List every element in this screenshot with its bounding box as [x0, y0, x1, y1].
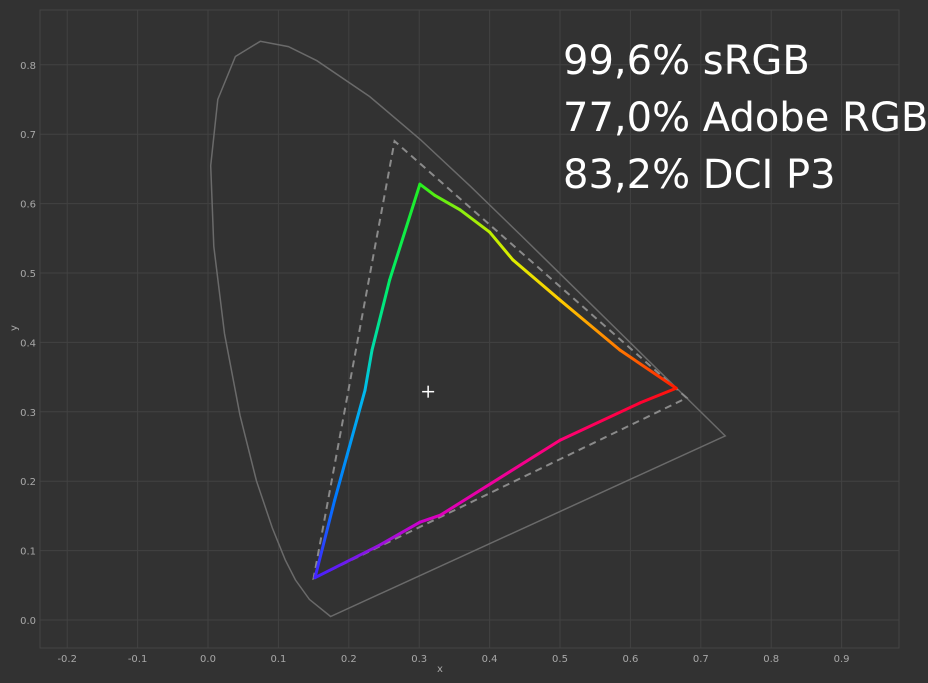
measured-gamut-segment	[370, 278, 392, 352]
measured-gamut-segment	[558, 298, 622, 352]
x-tick-label: 0.0	[200, 654, 216, 665]
measured-gamut-segment	[388, 182, 422, 282]
measured-gamut-segment	[558, 401, 642, 442]
measured-gamut-segment	[488, 230, 515, 262]
coverage-adobe-rgb: 77,0% Adobe RGB	[563, 95, 928, 141]
x-tick-label: 0.1	[270, 654, 286, 665]
x-tick-label: 0.9	[834, 654, 850, 665]
measured-gamut-segment	[511, 258, 562, 302]
plot-frame	[39, 9, 900, 649]
x-tick-label: 0.2	[341, 654, 357, 665]
measured-gamut	[313, 182, 678, 580]
reference-gamut-triangle	[312, 139, 689, 581]
x-tick-label: 0.3	[411, 654, 427, 665]
y-tick-label: 0.2	[20, 477, 36, 488]
spectral-locus	[209, 40, 727, 618]
y-tick-label: 0.1	[20, 547, 36, 558]
measured-gamut-segment	[378, 520, 422, 547]
x-tick-label: 0.5	[552, 654, 568, 665]
measured-gamut-segment	[313, 543, 382, 580]
coverage-dci-p3: 83,2% DCI P3	[563, 152, 836, 198]
y-tick-label: 0.8	[20, 61, 36, 72]
coverage-srgb: 99,6% sRGB	[563, 38, 810, 84]
x-tick-label: 0.8	[763, 654, 779, 665]
x-axis-label: x	[437, 664, 443, 675]
measured-gamut-segment	[638, 386, 678, 405]
y-tick-label: 0.6	[20, 200, 36, 211]
y-tick-label: 0.4	[20, 338, 36, 349]
y-axis-label: y	[9, 325, 20, 331]
x-tick-label: -0.2	[57, 654, 77, 665]
y-tick-label: 0.5	[20, 269, 36, 280]
measured-gamut-segment	[313, 498, 337, 580]
grid	[40, 10, 899, 648]
measured-gamut-segment	[438, 438, 562, 517]
x-tick-label: -0.1	[128, 654, 148, 665]
x-tick-label: 0.7	[693, 654, 709, 665]
x-tick-label: 0.4	[482, 654, 498, 665]
x-tick-label: 0.6	[622, 654, 638, 665]
white-point-marker	[422, 385, 435, 398]
y-tick-label: 0.0	[20, 616, 36, 627]
y-tick-label: 0.3	[20, 408, 36, 419]
measured-gamut-segment	[418, 513, 442, 524]
measured-gamut-segment	[363, 348, 374, 392]
measured-gamut-segment	[433, 193, 462, 212]
measured-gamut-segment	[418, 182, 437, 197]
measured-gamut-segment	[618, 348, 678, 390]
measured-gamut-segment	[333, 388, 367, 502]
y-tick-label: 0.7	[20, 130, 36, 141]
tick-labels: -0.2 -0.1 0.0 0.1 0.2 0.3 0.4 0.5 0.6 0.7 0.8 0.9 0.…	[20, 61, 849, 665]
measured-gamut-segment	[458, 208, 492, 234]
